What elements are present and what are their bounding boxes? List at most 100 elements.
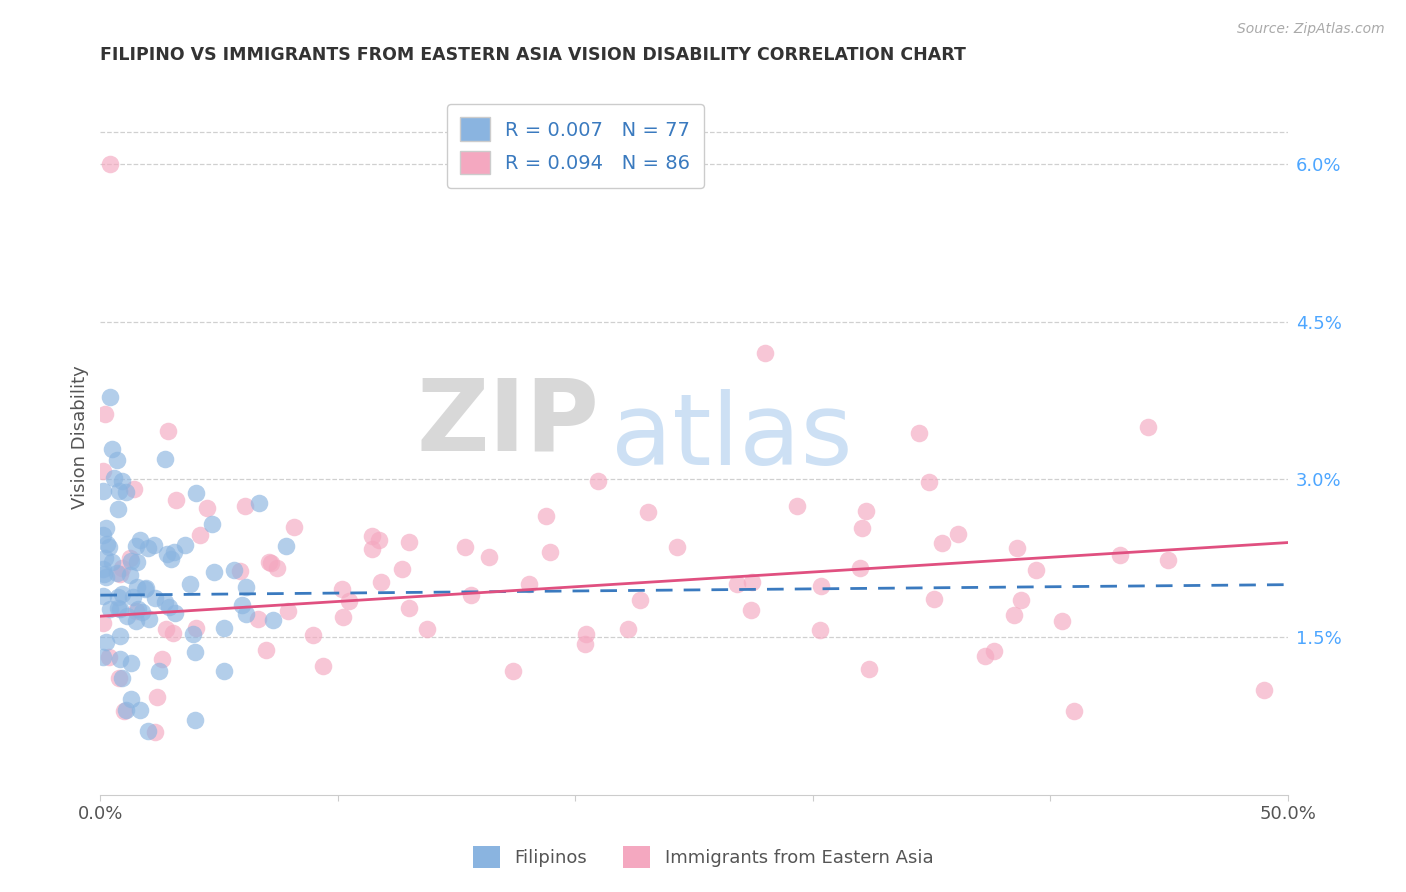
Point (93, 567, 115, 582)
Point (115, 484, 138, 499)
Point (136, 723, 159, 738)
Point (575, 627, 598, 641)
Point (332, 610, 354, 624)
Point (858, 662, 880, 676)
Point (91, 562, 114, 576)
Point (368, 533, 391, 548)
Text: Source: ZipAtlas.com: Source: ZipAtlas.com (1237, 22, 1385, 37)
Point (360, 542, 382, 557)
Y-axis label: Vision Disability: Vision Disability (72, 366, 89, 509)
Point (517, 577, 540, 591)
Point (536, 509, 558, 524)
Point (946, 527, 969, 541)
Point (143, 538, 166, 552)
Point (330, 582, 353, 596)
Point (153, 452, 176, 467)
Point (96, 537, 118, 551)
Point (127, 601, 149, 615)
Point (145, 690, 167, 704)
Point (112, 704, 135, 718)
Point (212, 622, 235, 636)
Point (108, 629, 131, 643)
Point (100, 601, 122, 615)
Point (156, 547, 179, 561)
Point (231, 599, 253, 613)
Point (1157, 553, 1180, 567)
Point (91, 464, 114, 478)
Point (105, 566, 128, 581)
Point (100, 555, 122, 569)
Point (974, 648, 997, 663)
Point (111, 671, 134, 685)
Legend: Filipinos, Immigrants from Eastern Asia: Filipinos, Immigrants from Eastern Asia (463, 835, 943, 879)
Point (173, 538, 195, 552)
Point (277, 604, 299, 618)
Point (125, 580, 148, 594)
Point (94, 551, 117, 566)
Point (741, 575, 763, 590)
Point (155, 623, 177, 637)
Point (851, 521, 873, 535)
Point (855, 504, 877, 518)
Point (145, 591, 167, 605)
Point (628, 592, 651, 607)
Legend: R = 0.007   N = 77, R = 0.094   N = 86: R = 0.007 N = 77, R = 0.094 N = 86 (447, 103, 704, 188)
Point (1025, 563, 1047, 577)
Point (478, 549, 501, 564)
Point (202, 565, 225, 579)
Point (391, 562, 413, 576)
Point (121, 591, 143, 605)
Point (254, 643, 277, 657)
Point (125, 539, 148, 553)
Point (165, 607, 187, 621)
Point (235, 499, 257, 513)
Point (131, 605, 153, 619)
Point (107, 501, 129, 516)
Point (105, 452, 128, 467)
Point (94, 520, 117, 534)
Point (184, 486, 207, 500)
Point (398, 601, 420, 615)
Point (246, 612, 269, 626)
Point (120, 692, 142, 706)
Point (136, 541, 159, 556)
Point (135, 581, 157, 595)
Point (502, 665, 524, 679)
Point (312, 658, 335, 673)
Text: ZIP: ZIP (416, 375, 599, 472)
Point (983, 644, 1005, 658)
Point (111, 474, 134, 488)
Point (134, 582, 156, 597)
Point (91, 650, 114, 665)
Point (810, 579, 832, 593)
Text: atlas: atlas (610, 389, 852, 486)
Point (1052, 614, 1074, 628)
Point (588, 474, 610, 488)
Point (616, 622, 638, 636)
Point (370, 575, 392, 590)
Point (107, 591, 129, 605)
Point (94, 570, 117, 584)
Point (108, 651, 131, 665)
Point (201, 517, 224, 532)
Point (257, 555, 280, 569)
Point (127, 555, 149, 569)
Point (115, 609, 138, 624)
Point (266, 561, 288, 575)
Point (538, 545, 561, 559)
Point (918, 475, 941, 489)
Point (165, 492, 187, 507)
Text: FILIPINO VS IMMIGRANTS FROM EASTERN ASIA VISION DISABILITY CORRELATION CHART: FILIPINO VS IMMIGRANTS FROM EASTERN ASIA… (100, 46, 966, 64)
Point (120, 554, 142, 568)
Point (188, 528, 211, 542)
Point (276, 539, 298, 553)
Point (186, 621, 208, 635)
Point (740, 603, 762, 617)
Point (262, 613, 284, 627)
Point (460, 588, 482, 602)
Point (91, 483, 114, 498)
Point (360, 528, 382, 542)
Point (222, 563, 245, 577)
Point (808, 623, 831, 637)
Point (1063, 704, 1085, 718)
